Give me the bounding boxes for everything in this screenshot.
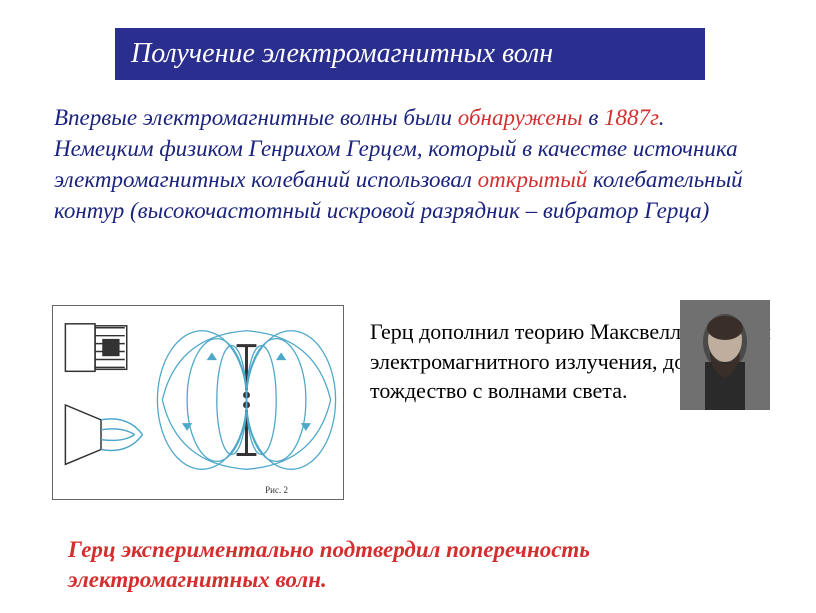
intro-part-3: 1887г (604, 105, 659, 130)
hertz-portrait (680, 300, 770, 410)
hertz-diagram: Рис. 2 (52, 305, 344, 500)
intro-paragraph: Впервые электромагнитные волны были обна… (54, 102, 764, 226)
intro-part-0: Впервые электромагнитные волны были (54, 105, 458, 130)
intro-part-5: открытый (478, 167, 588, 192)
conclusion-text: Герц экспериментально подтвердил попереч… (68, 535, 768, 595)
portrait-placeholder-svg (680, 300, 770, 410)
title-bar: Получение электромагнитных волн (115, 28, 705, 80)
field-lines-svg (53, 306, 343, 499)
figure-caption: Рис. 2 (265, 485, 288, 495)
intro-part-2: в (583, 105, 604, 130)
page-title: Получение электромагнитных волн (131, 38, 553, 70)
intro-part-1: обнаружены (458, 105, 583, 130)
